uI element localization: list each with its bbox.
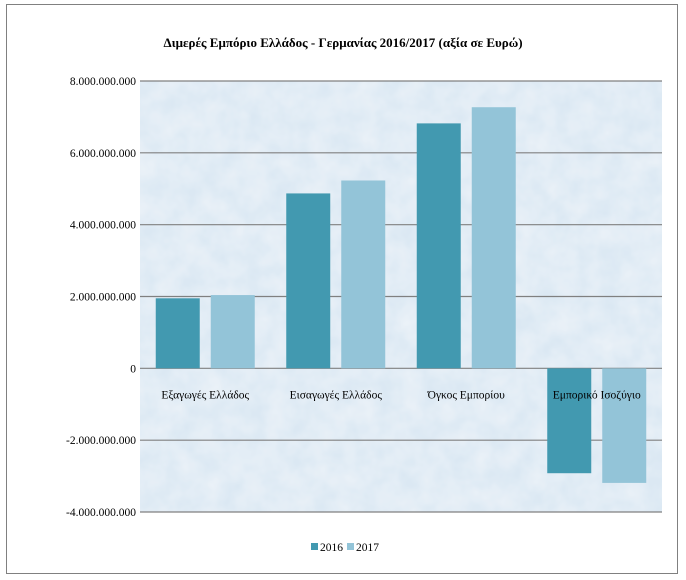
y-tick-label: 8.000.000.000: [70, 76, 136, 88]
legend-swatch-2017: [347, 543, 354, 550]
bar-2016-2: [416, 123, 461, 369]
legend-label-2017: 2017: [356, 542, 379, 554]
category-label: Εμπορικό Ισοζύγιο: [553, 389, 641, 401]
category-labels: Εξαγωγές Ελλάδος Εισαγωγές Ελλάδος Όγκος Ε…: [161, 389, 641, 401]
bars: [155, 107, 647, 483]
bar-2017-1: [341, 180, 386, 369]
legend-label-2016: 2016: [320, 542, 343, 554]
y-tick-label: -2.000.000.000: [66, 435, 136, 447]
y-tick-label: 4.000.000.000: [70, 220, 136, 232]
y-tick-label: 0: [130, 363, 136, 375]
bar-2017-0: [210, 295, 255, 369]
y-tick-label: 2.000.000.000: [70, 292, 136, 304]
bar-2017-2: [471, 107, 516, 369]
legend-swatch-2016: [311, 543, 318, 550]
bar-2017-3: [602, 368, 647, 483]
bar-2016-1: [286, 193, 331, 369]
bar-2016-0: [155, 298, 200, 369]
y-tick-label: -4.000.000.000: [66, 507, 136, 519]
y-tick-label: 6.000.000.000: [70, 148, 136, 160]
category-label: Όγκος Εμπορίου: [427, 389, 505, 401]
category-label: Εισαγωγές Ελλάδος: [290, 389, 383, 401]
y-axis-tick-labels: 8.000.000.000 6.000.000.000 4.000.000.000 2…: [66, 76, 136, 519]
category-label: Εξαγωγές Ελλάδος: [161, 389, 249, 401]
chart-title: Διμερές Εμπόριο Ελλάδος - Γερμανίας 2016…: [163, 35, 522, 50]
bar-2016-3: [547, 368, 592, 474]
legend: 2016 2017: [311, 542, 379, 554]
